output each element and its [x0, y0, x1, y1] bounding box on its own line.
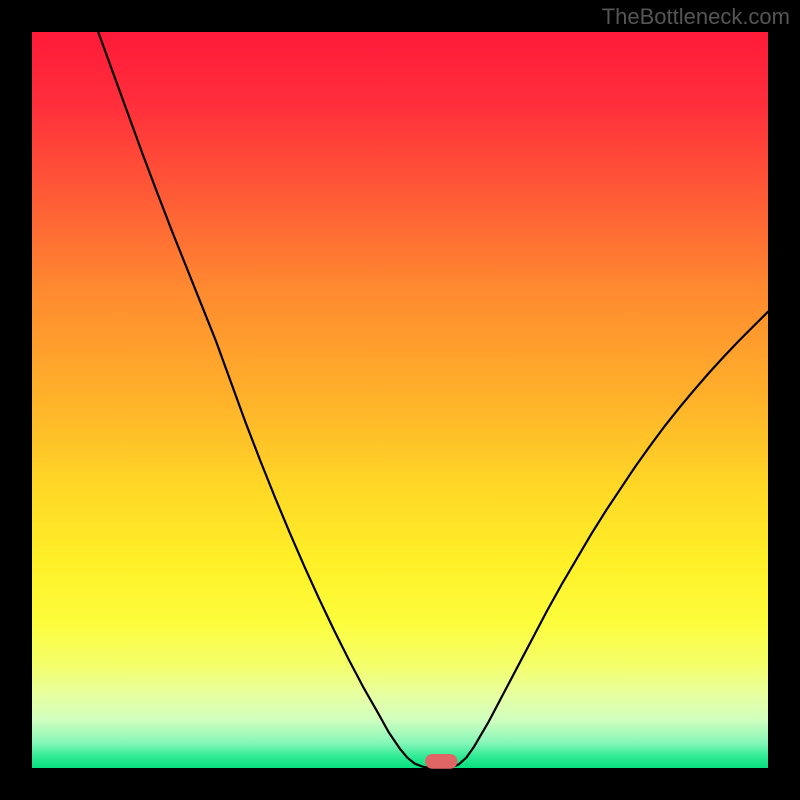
chart-container: TheBottleneck.com — [0, 0, 800, 800]
optimal-point-marker — [425, 754, 457, 769]
watermark-text: TheBottleneck.com — [602, 4, 790, 30]
plot-background — [32, 32, 768, 768]
chart-svg — [0, 0, 800, 800]
